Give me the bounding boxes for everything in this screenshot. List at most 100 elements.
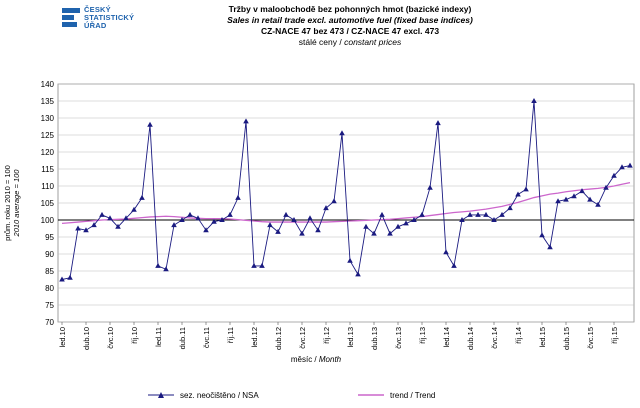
nsa-point	[483, 211, 489, 217]
y-axis-label-en: 2010 average = 100	[12, 169, 21, 238]
nsa-point	[443, 249, 449, 255]
nsa-point	[555, 198, 561, 204]
nsa-point	[147, 121, 153, 127]
x-tick-label: dub.10	[82, 327, 91, 350]
x-tick-label: říj.11	[226, 327, 235, 343]
axis-labels: měsíc / Month prům. roku 2010 = 100 2010 a…	[3, 165, 342, 364]
legend-item-trend: trend / Trend	[358, 390, 435, 400]
logo-mark	[62, 8, 80, 29]
nsa-point	[211, 218, 217, 224]
nsa-point	[163, 266, 169, 272]
nsa-point	[219, 217, 225, 222]
nsa-point	[275, 228, 281, 234]
y-tick-label: 140	[41, 80, 55, 89]
x-tick-label: čvc.14	[490, 327, 499, 349]
prices-label: stálé ceny / constant prices	[150, 37, 550, 48]
nsa-point	[91, 222, 97, 228]
x-tick-label: čvc.13	[394, 327, 403, 349]
nsa-point	[587, 196, 593, 202]
x-tick-label: led.12	[250, 327, 259, 347]
nsa-point	[123, 215, 129, 221]
x-tick-label: led.13	[346, 327, 355, 347]
x-tick-label: dub.14	[466, 327, 475, 350]
y-tick-label: 70	[45, 318, 54, 327]
y-tick-label: 110	[41, 182, 54, 191]
nsa-point	[467, 211, 473, 217]
y-tick-label: 115	[41, 165, 54, 174]
nsa-point	[195, 215, 201, 221]
trend-line	[61, 181, 631, 225]
nsa-point	[427, 184, 433, 190]
nsa-point	[107, 215, 113, 221]
nsa-point	[451, 262, 457, 268]
nsa-point	[579, 188, 585, 194]
nsa-point	[179, 217, 185, 222]
y-tick-label: 90	[45, 250, 54, 259]
nsa-point	[339, 130, 345, 136]
nsa-point	[171, 222, 177, 228]
nsa-point	[315, 227, 321, 233]
chart-title: Tržby v maloobchodě bez pohonných hmot (…	[228, 4, 472, 14]
nsa-point	[283, 211, 289, 217]
x-axis-label-en: Month	[319, 355, 342, 364]
x-axis-label: měsíc / Month	[291, 355, 342, 364]
nsa-point	[363, 223, 369, 229]
x-tick-label: říj.12	[322, 327, 331, 344]
logo-text: ČESKÝ STATISTICKÝ ÚŘAD	[84, 6, 134, 30]
y-tick-label: 105	[41, 199, 55, 208]
nsa-point	[235, 194, 241, 200]
chart-header: Tržby v maloobchodě bez pohonných hmot (…	[150, 4, 550, 48]
chart-subtitle: Sales in retail trade excl. automotive f…	[227, 15, 473, 25]
nsa-point	[403, 220, 409, 226]
nsa-point	[299, 230, 305, 236]
nsa-point	[59, 276, 65, 282]
nsa-series	[59, 98, 633, 282]
nsa-point	[259, 262, 265, 268]
x-tick-label: dub.13	[370, 327, 379, 350]
x-tick-label: dub.15	[562, 327, 571, 350]
legend-item-nsa: sez. neočištěno / NSA	[148, 390, 259, 400]
x-tick-label: dub.12	[274, 327, 283, 350]
legend-trend-label: trend / Trend	[390, 390, 436, 400]
nsa-point	[531, 98, 537, 103]
x-tick-label: led.10	[58, 327, 67, 347]
y-tick-label: 135	[41, 97, 55, 106]
nsa-point	[395, 223, 401, 229]
nsa-point	[331, 198, 337, 204]
trend-series	[61, 181, 631, 225]
y-tick-label: 75	[45, 301, 54, 310]
nsa-point	[507, 205, 513, 211]
x-axis-label-cz: měsíc /	[291, 355, 319, 364]
logo-line-3: ÚŘAD	[84, 21, 107, 30]
x-axis-ticks: led.10 dub.10 čvc.10 říj.10 led.11 dub.11 čvc.…	[58, 322, 619, 350]
y-axis-label-cz: prům. roku 2010 = 100	[3, 165, 12, 241]
nsa-point	[227, 211, 233, 217]
nsa-point	[435, 120, 441, 126]
nsa-point	[571, 193, 577, 199]
nsa-point	[563, 196, 569, 202]
nsa-point	[83, 227, 89, 233]
x-tick-label: čvc.15	[586, 327, 595, 349]
y-tick-label: 95	[45, 233, 54, 242]
nsa-point	[603, 184, 609, 190]
x-tick-label: čvc.12	[298, 327, 307, 349]
nsa-point	[115, 223, 121, 229]
x-tick-label: led.15	[538, 327, 547, 347]
x-tick-label: říj.10	[130, 327, 139, 344]
nsa-line	[61, 100, 631, 280]
prices-label-cz: stálé ceny /	[298, 37, 345, 47]
nsa-point	[539, 232, 545, 238]
nsa-point	[251, 262, 257, 268]
logo-line-2: STATISTICKÝ	[84, 13, 135, 22]
nsa-point	[291, 217, 297, 222]
nsa-point	[187, 211, 193, 217]
nsa-point	[267, 222, 273, 228]
x-tick-label: led.11	[154, 327, 163, 347]
x-tick-label: říj.14	[514, 327, 523, 344]
nsa-point	[419, 211, 425, 217]
nsa-point	[75, 225, 81, 231]
legend-nsa-label: sez. neočištěno / NSA	[180, 390, 259, 400]
x-tick-label: říj.15	[610, 327, 619, 344]
nsa-point	[323, 205, 329, 211]
x-tick-label: čvc.10	[106, 327, 115, 349]
